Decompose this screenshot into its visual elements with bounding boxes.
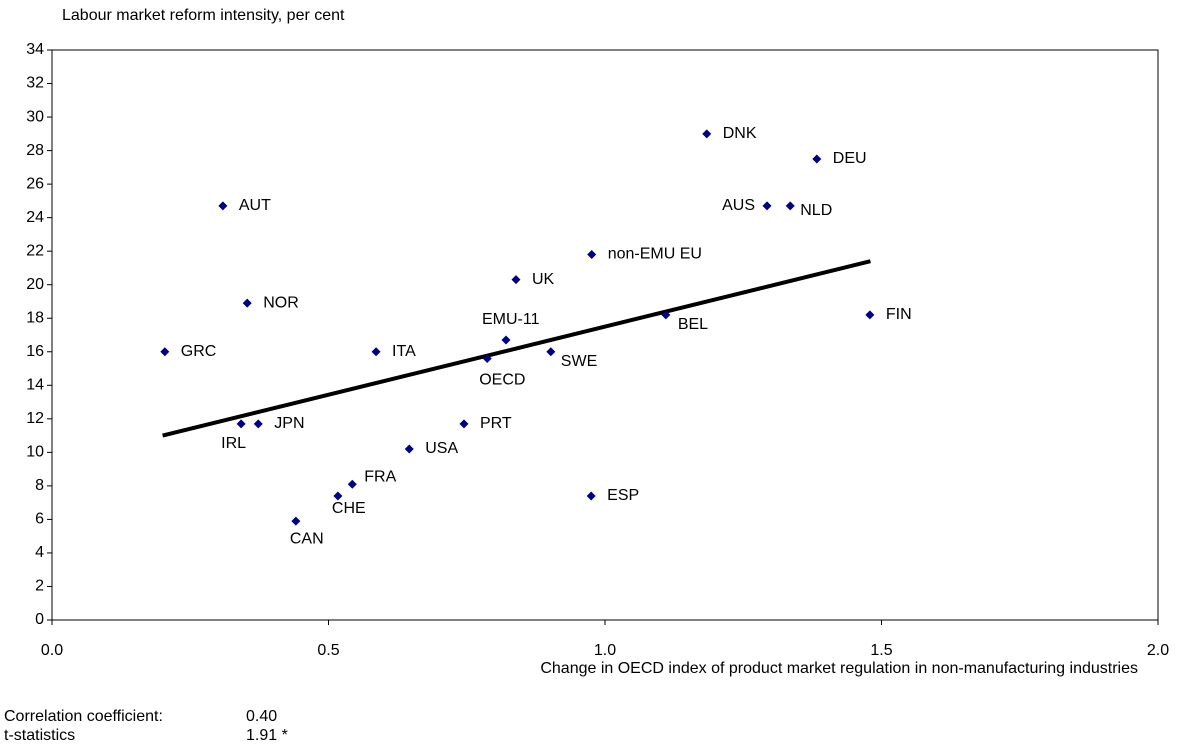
point-label: USA — [425, 440, 458, 457]
point — [511, 275, 521, 285]
trend-line — [162, 259, 871, 438]
y-tick-label: 32 — [26, 75, 44, 92]
point — [546, 347, 556, 357]
y-tick-label: 24 — [26, 209, 44, 226]
point — [702, 129, 712, 139]
point-label: IRL — [221, 435, 246, 452]
point — [785, 201, 795, 211]
point-label: FRA — [364, 468, 396, 485]
note-label: Correlation coefficient: — [4, 708, 163, 725]
y-tick-label: 10 — [26, 444, 44, 461]
note-value: 0.40 — [246, 708, 277, 725]
y-tick-label: 16 — [26, 343, 44, 360]
point-label: SWE — [561, 353, 597, 370]
x-tick-label: 0.0 — [41, 642, 63, 659]
y-tick-label: 14 — [26, 377, 44, 394]
y-tick-label: 8 — [35, 477, 44, 494]
point-label: ITA — [392, 343, 416, 360]
y-tick-label: 30 — [26, 108, 44, 125]
y-tick-label: 6 — [35, 511, 44, 528]
point-label: PRT — [480, 415, 512, 432]
point-label: AUT — [239, 197, 271, 214]
point — [291, 516, 301, 526]
point — [587, 250, 597, 260]
point — [242, 298, 252, 308]
point-label: BEL — [678, 316, 708, 333]
point — [236, 419, 246, 429]
point — [333, 491, 343, 501]
point-label: NOR — [263, 294, 299, 311]
y-axis-label: Labour market reform intensity, per cent — [62, 7, 345, 24]
point — [586, 491, 596, 501]
x-tick-label: 2.0 — [1147, 642, 1169, 659]
y-tick-label: 12 — [26, 410, 44, 427]
y-tick-label: 22 — [26, 242, 44, 259]
y-tick-label: 28 — [26, 142, 44, 159]
point-label: DNK — [723, 125, 757, 142]
point — [160, 347, 170, 357]
point-label: UK — [532, 271, 555, 288]
point-label: DEU — [833, 150, 867, 167]
y-tick-label: 0 — [35, 611, 44, 628]
x-tick-label: 1.0 — [594, 642, 616, 659]
y-tick-label: 4 — [35, 544, 44, 561]
point-label: AUS — [722, 197, 755, 214]
point — [501, 335, 511, 345]
point — [661, 310, 671, 320]
point-label: CAN — [290, 530, 324, 547]
y-tick-label: 18 — [26, 309, 44, 326]
y-tick-label: 20 — [26, 276, 44, 293]
point — [762, 201, 772, 211]
x-tick-label: 0.5 — [317, 642, 339, 659]
point-label: EMU-11 — [482, 311, 540, 328]
point-label: OECD — [479, 372, 525, 389]
point — [347, 479, 357, 489]
y-tick-label: 34 — [26, 41, 44, 58]
y-tick-label: 2 — [35, 578, 44, 595]
point — [459, 419, 469, 429]
point-label: GRC — [181, 343, 217, 360]
point — [253, 419, 263, 429]
point-label: JPN — [274, 415, 304, 432]
note-label: t-statistics — [4, 727, 75, 744]
point — [812, 154, 822, 164]
point — [218, 201, 228, 211]
point-label: CHE — [332, 500, 366, 517]
note-value: 1.91 * — [246, 727, 288, 744]
y-tick-label: 26 — [26, 175, 44, 192]
point-label: ESP — [607, 487, 639, 504]
point-label: FIN — [886, 306, 912, 323]
x-axis-label: Change in OECD index of product market r… — [540, 660, 1138, 677]
point-label: non-EMU EU — [608, 246, 702, 263]
point-label: NLD — [800, 202, 832, 219]
point — [482, 353, 492, 363]
point — [371, 347, 381, 357]
x-tick-label: 1.5 — [870, 642, 892, 659]
point — [404, 444, 414, 454]
point — [865, 310, 875, 320]
plot-area — [51, 49, 1159, 621]
